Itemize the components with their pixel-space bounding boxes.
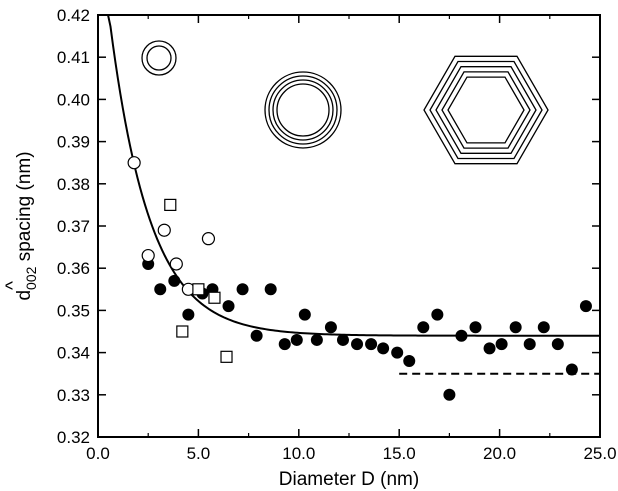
y-tick-label: 0.33 bbox=[57, 386, 90, 405]
x-tick-label: 20.0 bbox=[483, 444, 516, 463]
filled-circle-point bbox=[154, 283, 167, 296]
open-square-point bbox=[164, 198, 177, 211]
svg-text:d002 spacing (nm): d002 spacing (nm) bbox=[14, 151, 39, 300]
y-tick-label: 0.39 bbox=[57, 133, 90, 152]
axis-ticks: 0.0 5.0 10.0 15.0 20.0 25.0 0.32 0.33 0.34 0.35 0.… bbox=[57, 6, 617, 463]
open-circle-point bbox=[127, 156, 141, 170]
data-points bbox=[127, 156, 592, 401]
open-square-point bbox=[208, 291, 221, 304]
y-axis-label: d002 spacing (nm) ^ bbox=[3, 151, 39, 300]
polygonized-hexagon-icon bbox=[423, 55, 549, 165]
open-circle-point bbox=[141, 248, 155, 263]
filled-circle-point bbox=[236, 283, 249, 296]
double-circle-icon bbox=[141, 40, 177, 76]
filled-circle-point bbox=[310, 333, 323, 346]
y-axis-label-hat: ^ bbox=[3, 281, 24, 290]
filled-circle-point bbox=[483, 342, 496, 355]
y-tick-label: 0.37 bbox=[57, 217, 90, 236]
filled-circle-point bbox=[403, 355, 416, 368]
filled-circle-point bbox=[565, 363, 578, 376]
filled-circle-point bbox=[469, 321, 482, 334]
y-tick-label: 0.40 bbox=[57, 90, 90, 109]
y-tick-label: 0.32 bbox=[57, 428, 90, 447]
filled-circle-point bbox=[537, 321, 550, 334]
filled-circle-point bbox=[182, 308, 195, 321]
y-tick-label: 0.36 bbox=[57, 259, 90, 278]
filled-circle-point bbox=[168, 274, 181, 287]
open-square-point bbox=[176, 325, 189, 338]
x-tick-label: 25.0 bbox=[583, 444, 616, 463]
y-axis-label-rest: spacing (nm) bbox=[14, 151, 35, 266]
y-tick-label: 0.34 bbox=[57, 344, 90, 363]
filled-circle-point bbox=[351, 338, 364, 351]
filled-circle-point bbox=[278, 338, 291, 351]
open-circle-point bbox=[201, 232, 216, 246]
filled-circle-point bbox=[551, 338, 564, 351]
x-tick-label: 5.0 bbox=[187, 444, 211, 463]
x-tick-label: 0.0 bbox=[86, 444, 110, 463]
filled-circle-point bbox=[431, 308, 444, 321]
open-square-point bbox=[192, 283, 205, 296]
fit-curve bbox=[107, 14, 600, 337]
plot-frame bbox=[97, 14, 601, 438]
filled-circle-point bbox=[264, 283, 277, 296]
filled-circle-point bbox=[523, 338, 536, 351]
filled-circle-point bbox=[443, 388, 456, 401]
filled-circle-point bbox=[495, 338, 508, 351]
y-tick-label: 0.38 bbox=[57, 175, 90, 194]
filled-circle-point bbox=[417, 321, 430, 334]
filled-circle-point bbox=[222, 300, 235, 313]
filled-circle-point bbox=[250, 329, 263, 342]
filled-circle-point bbox=[509, 321, 522, 334]
filled-circle-point bbox=[579, 300, 592, 313]
x-axis-label: Diameter D (nm) bbox=[279, 469, 419, 490]
filled-circle-point bbox=[455, 329, 468, 342]
y-axis-label-d: d bbox=[14, 290, 35, 301]
open-square-point bbox=[220, 350, 233, 363]
x-tick-label: 15.0 bbox=[383, 444, 416, 463]
filled-circle-point bbox=[365, 338, 378, 351]
y-axis-label-subscript: 002 bbox=[23, 266, 39, 290]
filled-circle-point bbox=[336, 333, 349, 346]
filled-circle-point bbox=[324, 321, 337, 334]
multiwall-circle-icon bbox=[264, 71, 342, 149]
open-circle-point bbox=[157, 223, 171, 237]
y-tick-label: 0.35 bbox=[57, 301, 90, 320]
y-tick-label: 0.42 bbox=[57, 6, 90, 25]
filled-circle-point bbox=[290, 333, 303, 346]
x-tick-label: 10.0 bbox=[282, 444, 315, 463]
open-circle-point bbox=[169, 257, 183, 271]
inset-icons bbox=[141, 40, 549, 165]
filled-circle-point bbox=[391, 346, 404, 359]
y-tick-label: 0.41 bbox=[57, 48, 90, 67]
filled-circle-point bbox=[298, 308, 311, 321]
filled-circle-point bbox=[377, 342, 390, 355]
